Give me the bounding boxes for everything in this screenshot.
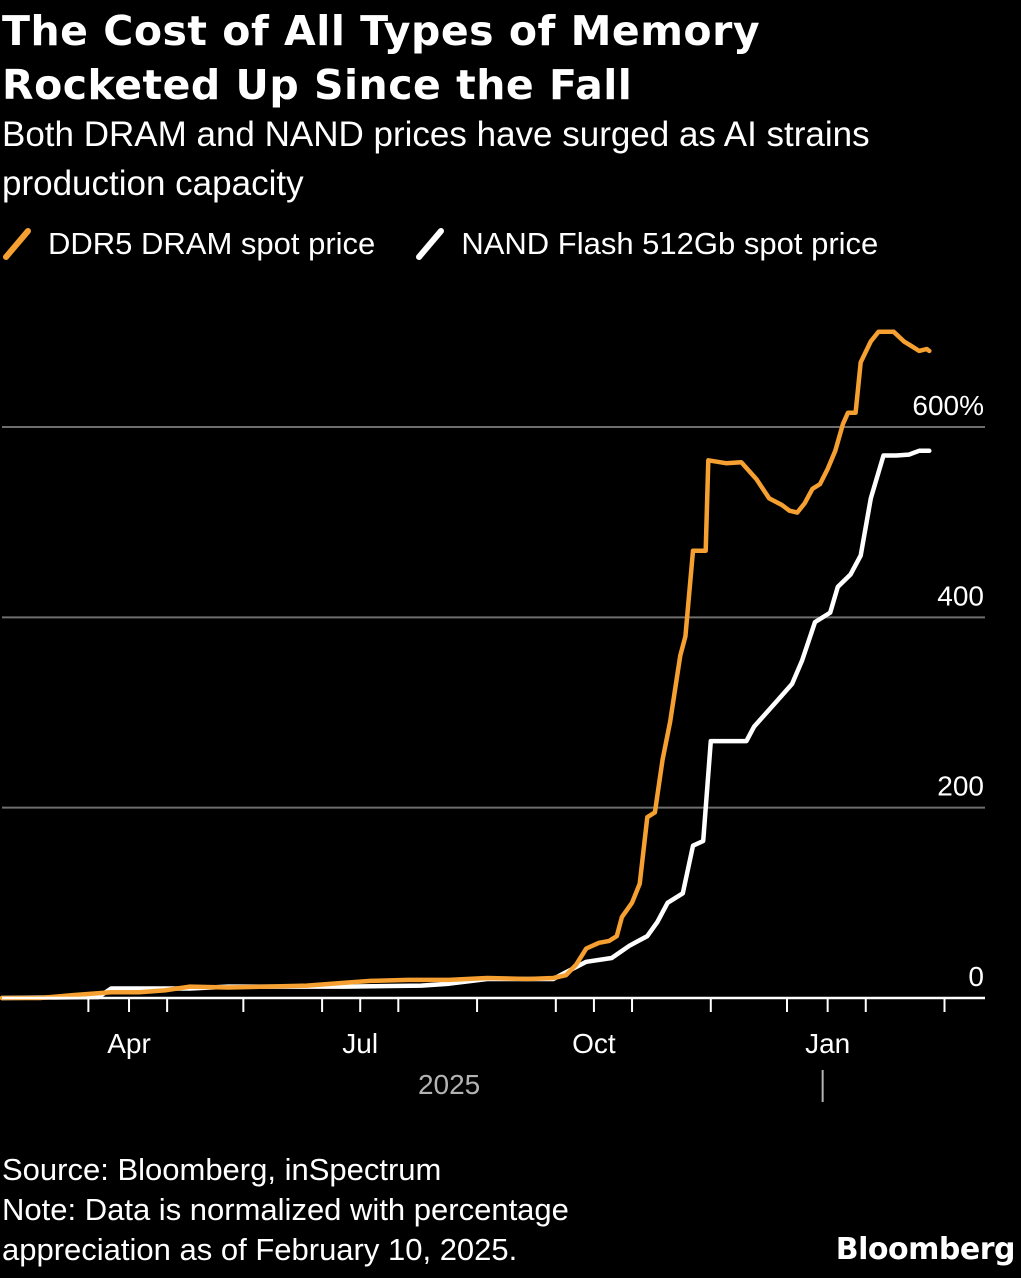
subtitle-line-2: production capacity [2, 164, 304, 203]
x-tick-label-oct: Oct [572, 1028, 616, 1059]
y-tick-label-600: 600% [912, 390, 984, 421]
x-tick-label-apr: Apr [107, 1028, 151, 1059]
chart-title: The Cost of All Types of Memory Rocketed… [2, 4, 1012, 112]
y-tick-label-400: 400 [937, 580, 984, 611]
dram-line [0, 329, 932, 1001]
legend-swatch-dram-icon [3, 228, 31, 260]
legend-item-nand: NAND Flash 512Gb spot price [415, 226, 878, 262]
title-line-1: The Cost of All Types of Memory [2, 7, 761, 55]
x-tick-label-jul: Jul [342, 1028, 378, 1059]
source-text: Source: Bloomberg, inSpectrum [2, 1152, 442, 1187]
footer: Source: Bloomberg, inSpectrum Note: Data… [2, 1150, 569, 1270]
nand-line [0, 448, 932, 1001]
legend-swatch-nand-icon [416, 228, 445, 260]
legend-label-nand: NAND Flash 512Gb spot price [461, 226, 879, 261]
subtitle-line-1: Both DRAM and NAND prices have surged as… [2, 115, 870, 154]
chart-subtitle: Both DRAM and NAND prices have surged as… [2, 110, 1012, 208]
legend: DDR5 DRAM spot price NAND Flash 512Gb sp… [2, 224, 918, 264]
bloomberg-logo: Bloomberg [835, 1232, 1016, 1267]
x-year-label: 2025 [418, 1069, 480, 1100]
note-line-1: Note: Data is normalized with percentage [2, 1192, 569, 1227]
legend-item-dram: DDR5 DRAM spot price [2, 226, 375, 262]
y-tick-label-0: 0 [968, 961, 984, 992]
note-line-2: appreciation as of February 10, 2025. [2, 1232, 518, 1267]
y-tick-label-200: 200 [937, 771, 984, 802]
title-line-2: Rocketed Up Since the Fall [2, 61, 633, 109]
x-tick-label-jan: Jan [805, 1028, 850, 1059]
legend-label-dram: DDR5 DRAM spot price [48, 226, 376, 261]
line-chart: 0 200 400 600% Apr Jul Oct Jan 2025 [0, 329, 985, 1102]
